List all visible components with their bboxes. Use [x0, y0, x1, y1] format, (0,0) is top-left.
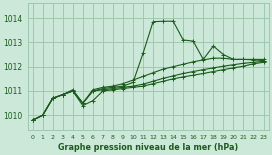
X-axis label: Graphe pression niveau de la mer (hPa): Graphe pression niveau de la mer (hPa) — [58, 143, 238, 152]
